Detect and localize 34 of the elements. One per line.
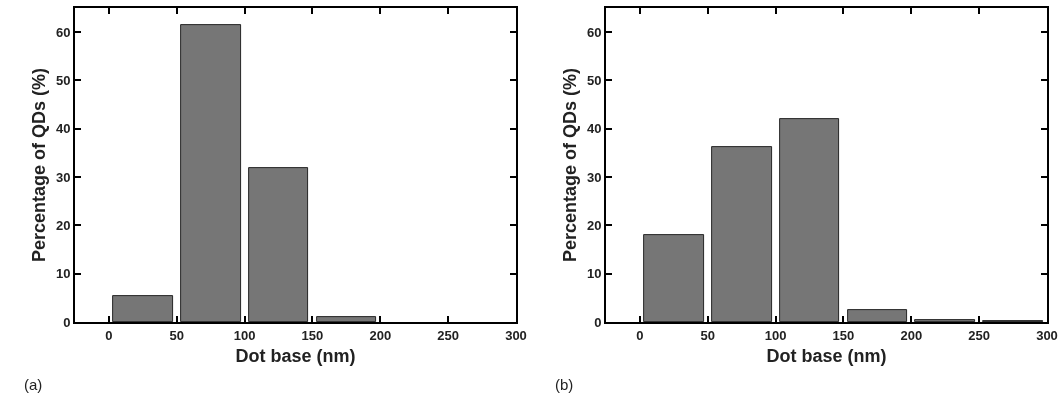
y-tick-label: 30 (586, 169, 602, 185)
y-tick-label: 20 (586, 217, 602, 233)
y-tick-label: 40 (55, 121, 71, 137)
x-tick-label: 0 (105, 327, 113, 343)
text: (b) (555, 376, 574, 393)
y-tick-label: 10 (55, 266, 71, 282)
x-tick-label: 200 (900, 327, 923, 343)
x-tick-label: 150 (301, 327, 324, 343)
y-tick-label: 0 (63, 314, 71, 330)
x-tick-label: 250 (968, 327, 990, 343)
y-tick-label: 40 (586, 121, 602, 137)
y-tick-label: 20 (55, 217, 71, 233)
y-tick-label: 50 (55, 73, 71, 89)
y-axis-title: Percentage of QDs (%) (559, 67, 580, 263)
y-axis-title: Percentage of QDs (%) (28, 67, 49, 263)
y-tick-label: 60 (586, 24, 602, 40)
y-tick-label: 60 (55, 24, 71, 40)
y-tick-label: 50 (586, 73, 602, 89)
x-tick-label: 100 (764, 327, 787, 343)
y-tick-label: 0 (594, 314, 602, 330)
x-tick-label: 300 (1036, 327, 1058, 343)
x-tick-label: 0 (636, 327, 644, 343)
x-tick-label: 100 (233, 327, 256, 343)
y-tick-label: 30 (55, 169, 71, 185)
x-tick-label: 300 (505, 327, 527, 343)
text: (a) (24, 376, 43, 393)
x-tick-label: 50 (169, 327, 184, 343)
x-axis-title: Dot base (nm) (766, 346, 887, 367)
x-tick-label: 200 (369, 327, 392, 343)
x-tick-label: 250 (437, 327, 459, 343)
y-tick-label: 10 (586, 266, 602, 282)
x-tick-label: 50 (700, 327, 715, 343)
x-axis-title: Dot base (nm) (235, 346, 356, 367)
x-tick-label: 150 (832, 327, 855, 343)
